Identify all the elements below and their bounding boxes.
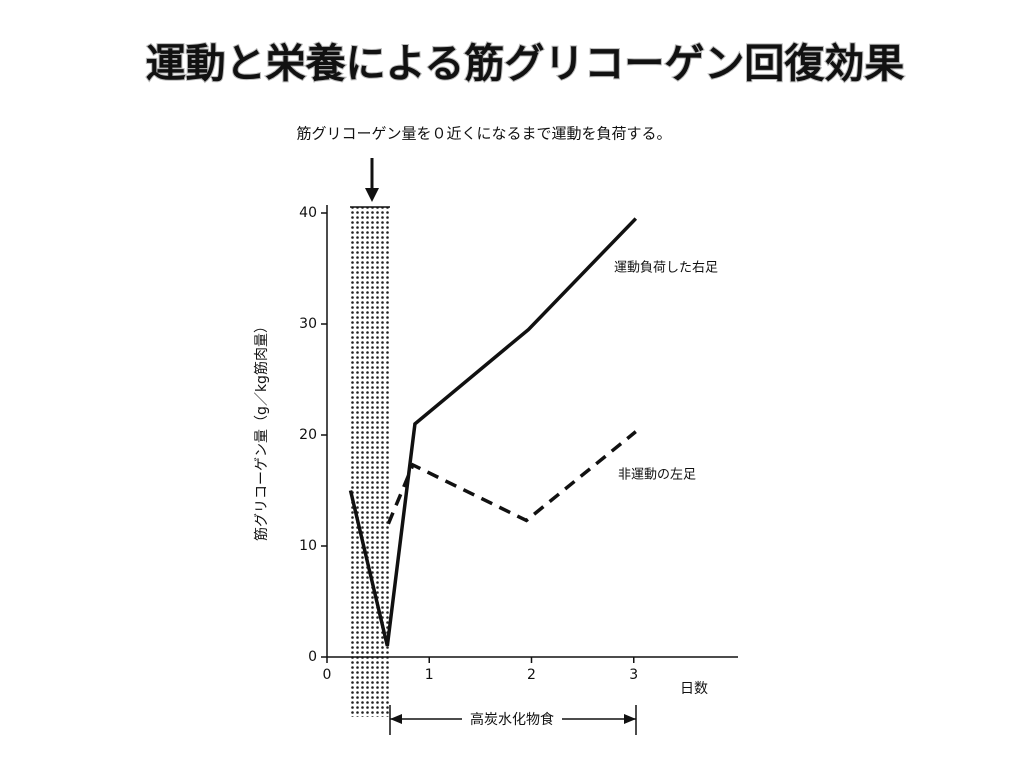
y-tick-label: 40 bbox=[299, 205, 317, 221]
bracket-arrow-left bbox=[390, 714, 402, 724]
annotation: 筋グリコーゲン量を０近くになるまで運動を負荷する。 bbox=[296, 125, 671, 143]
arrow-head bbox=[365, 188, 379, 202]
y-tick-label: 10 bbox=[299, 538, 317, 554]
x-axis-label: 日数 bbox=[680, 681, 708, 697]
series-label: 非運動の左足 bbox=[618, 468, 696, 483]
y-tick-label: 20 bbox=[299, 427, 317, 443]
y-tick-label: 0 bbox=[308, 649, 317, 665]
y-axis-label: 筋グリコーゲン量（g／kg筋肉量） bbox=[253, 319, 270, 541]
period-label: 高炭水化物食 bbox=[470, 711, 554, 728]
x-tick-label: 2 bbox=[527, 667, 536, 683]
exercise-period bbox=[350, 207, 390, 717]
x-tick-label: 1 bbox=[425, 667, 434, 683]
series-label: 運動負荷した右足 bbox=[614, 261, 718, 276]
series-line bbox=[348, 217, 638, 647]
bracket-arrow-right bbox=[624, 714, 636, 724]
series-line bbox=[386, 430, 637, 525]
slide-title: 運動と栄養による筋グリコーゲン回復効果 bbox=[146, 41, 905, 87]
x-tick-label: 0 bbox=[323, 667, 332, 683]
bracket-label-bg bbox=[462, 709, 562, 729]
x-tick-label: 3 bbox=[629, 667, 638, 683]
y-tick-label: 30 bbox=[299, 316, 317, 332]
